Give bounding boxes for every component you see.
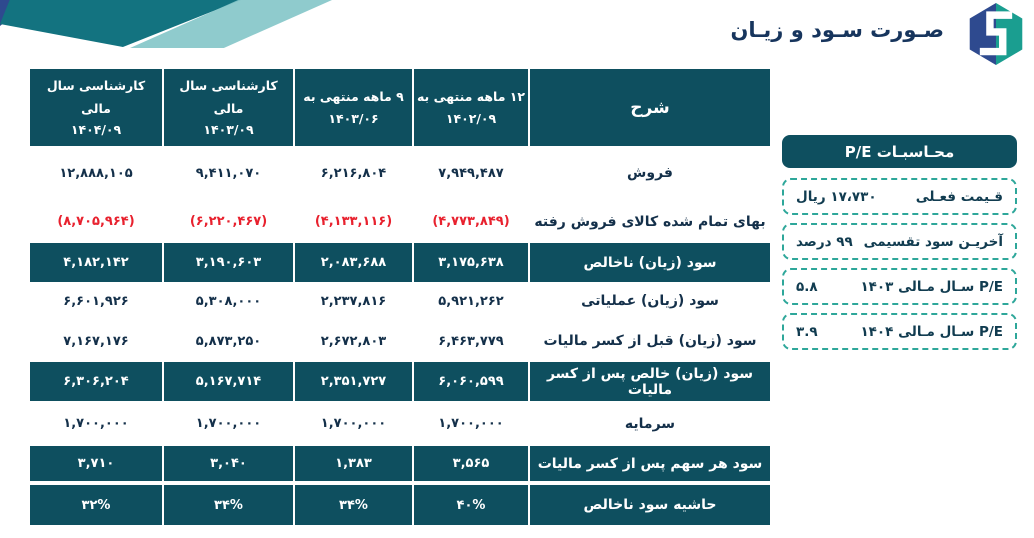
row-label: فروش [627,165,673,181]
cell-value: ۳۴% [339,497,368,513]
cell-value: ۳۲% [81,497,111,513]
cell-value: (۴,۷۷۳,۸۴۹) [432,214,510,229]
pe-item-current-price: قـیمت فعـلی ۱۷،۷۳۰ ریال [782,178,1017,215]
pe-item-label: قـیمت فعـلی [915,188,1003,205]
cell-value: ۶,۲۱۶,۸۰۴ [320,165,387,181]
pe-item-value: ۱۷،۷۳۰ ریال [796,188,877,205]
pe-item-pe-1403: P/E سـال مـالی ۱۴۰۳ ۵.۸ [782,268,1017,305]
header-cell-fy1403: کارشناسی سال مالی ۱۴۰۳/۰۹ [164,69,293,146]
header-cell-12-months: ۱۲ ماهه منتهی به ۱۴۰۲/۰۹ [414,69,528,146]
cell-value: ۱,۷۰۰,۰۰۰ [63,416,129,431]
table-row-sales: فروش ۷,۹۴۹,۴۸۷ ۶,۲۱۶,۸۰۴ ۹,۴۱۱,۰۷۰ ۱۲,۸۸… [30,146,770,200]
cell-value: ۷,۱۶۷,۱۷۶ [63,333,129,349]
pe-item-value: ۹۹ درصد [796,233,853,250]
pe-item-value: ۳.۹ [796,323,818,340]
row-label: سود هر سهم پس از کسر مالیات [537,455,763,472]
cell-value: ۷,۹۴۹,۴۸۷ [438,165,504,181]
row-label: سرمایه [624,415,676,432]
pe-calculations-panel: محـاسبـات P/E قـیمت فعـلی ۱۷،۷۳۰ ریال آخ… [782,135,1017,358]
pe-item-last-dividend: آخریـن سود تقسیمی ۹۹ درصد [782,223,1017,260]
cell-value: ۳,۱۷۵,۶۳۸ [438,255,504,270]
table-header-row: شرح ۱۲ ماهه منتهی به ۱۴۰۲/۰۹ ۹ ماهه منته… [30,69,770,146]
cell-value: (۶,۲۲۰,۴۶۷) [189,214,268,229]
pe-item-label: P/E سـال مـالی ۱۴۰۴ [860,323,1003,340]
cell-value: ۳,۵۶۵ [452,456,490,471]
row-label: سود (زیان) ناخالص [583,254,717,271]
cell-value: ۶,۳۰۶,۲۰۴ [63,374,129,389]
pe-item-pe-1404: P/E سـال مـالی ۱۴۰۴ ۳.۹ [782,313,1017,350]
row-label: سود (زیان) خالص پس از کسر مالیات [546,365,754,398]
cell-value: ۱,۷۰۰,۰۰۰ [195,416,262,431]
table-row-cogs: بهای تمام شده کالای فروش رفته (۴,۷۷۳,۸۴۹… [30,200,770,243]
table-row-capital: سرمایه ۱,۷۰۰,۰۰۰ ۱,۷۰۰,۰۰۰ ۱,۷۰۰,۰۰۰ ۱,۷… [30,401,770,446]
row-label: بهای تمام شده کالای فروش رفته [534,213,766,230]
cell-value: ۲,۲۳۷,۸۱۶ [320,293,387,309]
cell-value: ۶,۰۶۰,۵۹۹ [438,374,504,389]
cell-value: ۲,۰۸۳,۶۸۸ [320,255,387,270]
cell-value: (۴,۱۳۳,۱۱۶) [314,214,393,229]
row-label: حاشیه سود ناخالص [583,497,717,513]
table-row-gross-profit: سود (زیان) ناخالص ۳,۱۷۵,۶۳۸ ۲,۰۸۳,۶۸۸ ۳,… [30,243,770,282]
cell-value: ۶,۴۶۳,۷۷۹ [438,333,504,349]
page-title: صـورت سـود و زیـان [730,18,944,42]
header-cell-description: شرح [530,69,770,146]
hexagon-logo-icon [969,3,1023,65]
cell-value: ۵,۸۷۳,۲۵۰ [195,333,262,349]
table-row-operating-profit: سود (زیان) عملیاتی ۵,۹۲۱,۲۶۲ ۲,۲۳۷,۸۱۶ ۵… [30,282,770,320]
cell-value: ۴۰% [456,497,486,513]
cell-value: ۵,۹۲۱,۲۶۲ [438,293,504,309]
header-cell-fy1404: کارشناسی سال مالی ۱۴۰۴/۰۹ [30,69,162,146]
pe-item-value: ۵.۸ [796,278,818,295]
cell-value: ۵,۱۶۷,۷۱۴ [195,374,262,389]
header-cell-9-months: ۹ ماهه منتهی به ۱۴۰۳/۰۶ [295,69,412,146]
income-statement-table: شرح ۱۲ ماهه منتهی به ۱۴۰۲/۰۹ ۹ ماهه منته… [30,69,770,525]
cell-value: ۳,۷۱۰ [77,456,115,471]
cell-value: ۶,۶۰۱,۹۲۶ [63,293,129,309]
cell-value: ۱,۷۰۰,۰۰۰ [438,416,504,431]
cell-value: ۵,۳۰۸,۰۰۰ [195,293,262,309]
table-row-profit-before-tax: سود (زیان) قبل از کسر مالیات ۶,۴۶۳,۷۷۹ ۲… [30,320,770,362]
cell-value: ۹,۴۱۱,۰۷۰ [195,165,262,181]
table-row-gross-margin: حاشیه سود ناخالص ۴۰% ۳۴% ۳۴% ۳۲% [30,485,770,525]
row-label: سود (زیان) عملیاتی [581,293,719,309]
cell-value: ۲,۶۷۲,۸۰۳ [320,333,387,349]
cell-value: ۳۴% [214,497,243,513]
cell-value: ۳,۱۹۰,۶۰۳ [195,255,262,270]
cell-value: ۱۲,۸۸۸,۱۰۵ [59,165,133,181]
cell-value: ۱,۳۸۳ [335,456,372,471]
table-row-eps-after-tax: سود هر سهم پس از کسر مالیات ۳,۵۶۵ ۱,۳۸۳ … [30,446,770,481]
table-row-net-profit-after-tax: سود (زیان) خالص پس از کسر مالیات ۶,۰۶۰,۵… [30,362,770,401]
pe-item-label: P/E سـال مـالی ۱۴۰۳ [860,278,1003,295]
cell-value: ۳,۰۴۰ [210,456,247,471]
cell-value: ۱,۷۰۰,۰۰۰ [320,416,387,431]
cell-value: ۴,۱۸۲,۱۴۲ [63,255,129,270]
cell-value: (۸,۷۰۵,۹۶۴) [57,214,135,229]
row-label: سود (زیان) قبل از کسر مالیات [543,333,757,349]
pe-item-label: آخریـن سود تقسیمی [863,233,1003,250]
cell-value: ۲,۳۵۱,۷۲۷ [320,374,387,389]
pe-panel-title: محـاسبـات P/E [782,135,1017,168]
